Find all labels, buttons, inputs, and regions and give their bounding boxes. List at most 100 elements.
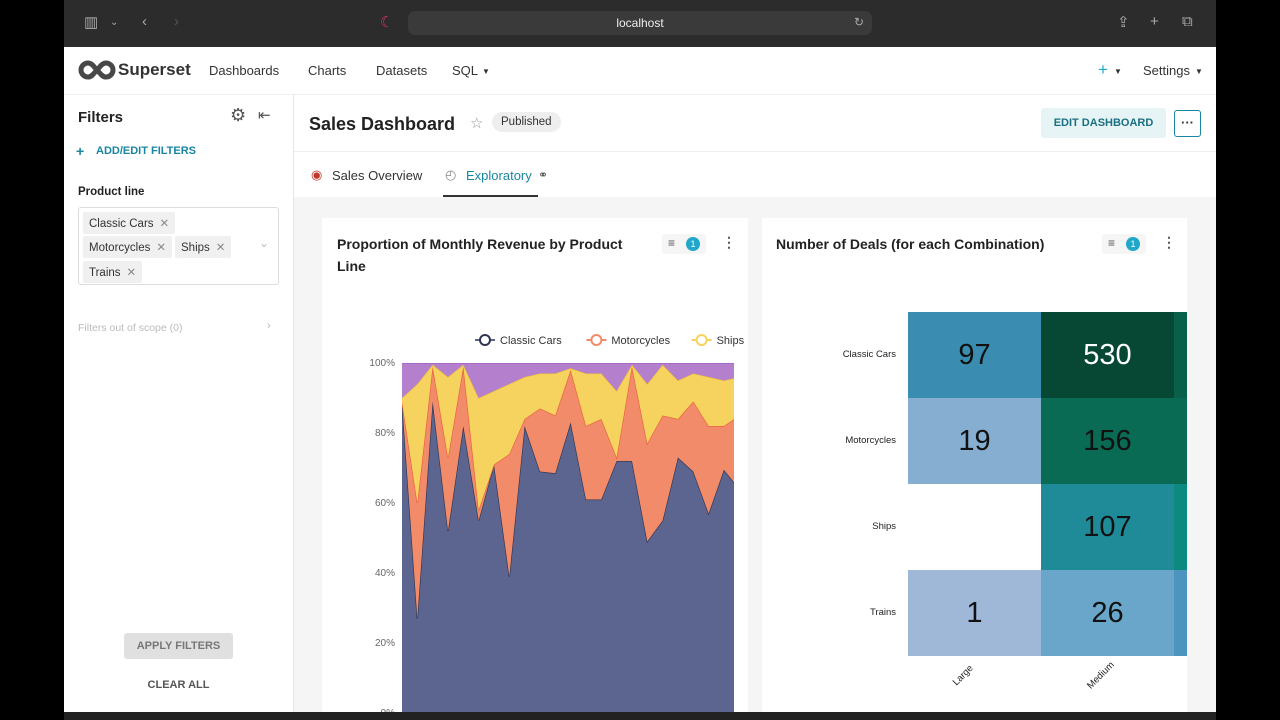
remove-icon[interactable]: ✕ — [215, 242, 226, 254]
target-icon: ◉ — [311, 167, 323, 182]
heatmap-row-label: Motorcycles — [845, 435, 896, 446]
y-tick-label: 60% — [375, 498, 395, 509]
sidebar-toggle-icon[interactable]: ▥ — [84, 14, 99, 31]
remove-icon[interactable]: ✕ — [126, 267, 137, 279]
nav-dashboards[interactable]: Dashboards — [209, 63, 280, 78]
chart-card-revenue: Proportion of Monthly Revenue by Product… — [322, 218, 748, 712]
heatmap-cell[interactable]: 34 — [1174, 312, 1187, 398]
caret-down-icon: ▼ — [1114, 67, 1122, 76]
edit-dashboard-button[interactable]: EDIT DASHBOARD — [1041, 108, 1166, 138]
window-bottom-edge — [64, 712, 1216, 720]
tag-label: Classic Cars — [89, 218, 154, 230]
filter-indicator[interactable]: ≡ 1 — [662, 234, 706, 254]
heatmap-cell[interactable]: 26 — [1041, 570, 1174, 656]
settings-menu[interactable]: Settings — [1143, 63, 1190, 78]
legend-label: Motorcycles — [611, 335, 670, 347]
tag-motorcycles: Motorcycles ✕ — [83, 236, 172, 258]
collapse-icon[interactable]: ⇤ — [258, 107, 271, 124]
heatmap-cell[interactable]: 15 — [1174, 398, 1187, 484]
chevron-right-icon[interactable]: › — [267, 320, 271, 332]
product-line-select[interactable]: Classic Cars ✕ Motorcycles ✕ Ships ✕ Trains… — [78, 207, 279, 285]
tag-classic-cars: Classic Cars ✕ — [83, 212, 176, 234]
heatmap-value: 26 — [1091, 596, 1124, 629]
tag-trains: Trains ✕ — [83, 261, 143, 283]
heatmap-cell[interactable]: 97 — [908, 312, 1041, 398]
superset-logo-icon[interactable] — [78, 59, 116, 81]
filters-out-of-scope[interactable]: Filters out of scope (0) — [78, 322, 183, 334]
filter-count-badge: 1 — [686, 237, 700, 251]
filter-count-badge: 1 — [1126, 237, 1140, 251]
tag-label: Motorcycles — [89, 242, 151, 254]
heatmap-cell[interactable]: 107 — [1041, 484, 1174, 570]
remove-icon[interactable]: ✕ — [156, 242, 166, 254]
filter-icon: ≡ — [1108, 236, 1116, 250]
filter-sidebar: Filters ⚙ ⇤ + ADD/EDIT FILTERS Product l… — [64, 95, 294, 712]
heatmap-row-label: Classic Cars — [842, 349, 896, 360]
star-icon[interactable]: ☆ — [470, 115, 484, 132]
nav-sql[interactable]: SQL — [452, 63, 479, 78]
legend-marker — [695, 334, 708, 346]
link-icon[interactable]: ⚭ — [538, 168, 549, 182]
tab-exploratory[interactable]: Exploratory — [466, 168, 532, 183]
active-tab-indicator — [443, 195, 538, 197]
top-nav: Superset Dashboards Charts Datasets SQL … — [64, 47, 1216, 95]
tag-label: Trains — [89, 267, 121, 279]
share-icon[interactable]: ⇪ — [1117, 14, 1130, 31]
dashboard-header: Sales Dashboard ☆ Published EDIT DASHBOA… — [294, 95, 1216, 152]
tag-label: Ships — [181, 242, 210, 254]
back-icon[interactable]: ‹ — [142, 13, 147, 30]
new-tab-icon[interactable]: + — [1150, 13, 1159, 30]
area-chart: 0%20%40%60%80%100%2003AprJulOct2004AprJu… — [369, 334, 745, 712]
nav-charts[interactable]: Charts — [308, 63, 347, 78]
filter-indicator[interactable]: ≡ 1 — [1102, 234, 1146, 254]
apply-filters-button[interactable]: APPLY FILTERS — [124, 633, 233, 659]
area-series-motorcycles — [402, 366, 734, 619]
tabs-overview-icon[interactable]: ⧉ — [1182, 13, 1193, 30]
moon-icon: ☾ — [380, 14, 394, 31]
superset-app: Superset Dashboards Charts Datasets SQL … — [64, 47, 1216, 712]
y-tick-label: 80% — [375, 428, 395, 439]
page-title: Sales Dashboard — [309, 114, 456, 134]
heatmap-cell[interactable]: 1 — [908, 570, 1041, 656]
heatmap: Classic Cars9753034Motorcycles1915615Shi… — [762, 218, 1187, 712]
chart-card-deals: Number of Deals (for each Combination) ≡… — [762, 218, 1187, 712]
tab-sales-overview[interactable]: Sales Overview — [332, 168, 423, 183]
heatmap-cell[interactable]: 530 — [1041, 312, 1174, 398]
status-badge: Published — [492, 112, 561, 132]
chart-menu-icon[interactable]: ⋮ — [1162, 234, 1176, 250]
more-options-button[interactable]: ··· — [1174, 110, 1201, 137]
heatmap-col-label: Large — [950, 663, 976, 688]
heatmap-cell[interactable] — [908, 484, 1041, 570]
heatmap-cell[interactable]: 12 — [1174, 484, 1187, 570]
heatmap-value: 530 — [1083, 338, 1132, 371]
reload-icon[interactable]: ↻ — [854, 15, 865, 29]
heatmap-cell[interactable]: 19 — [908, 398, 1041, 484]
heatmap-value: 156 — [1083, 424, 1132, 457]
chevron-down-icon[interactable]: ⌄ — [110, 17, 119, 28]
caret-down-icon: ▼ — [482, 67, 490, 76]
add-edit-filters-button[interactable]: ADD/EDIT FILTERS — [96, 145, 197, 157]
chart-title: Proportion of Monthly Revenue by Product… — [337, 236, 623, 274]
area-series-classic-cars — [402, 401, 734, 712]
area-series-ships — [402, 364, 734, 510]
heatmap-cell[interactable]: 156 — [1041, 398, 1174, 484]
plus-menu[interactable]: + — [1098, 60, 1108, 79]
heatmap-value: 19 — [958, 424, 991, 457]
nav-datasets[interactable]: Datasets — [376, 63, 428, 78]
chevron-down-icon[interactable]: ⌄ — [259, 236, 270, 250]
heatmap-row-label: Trains — [869, 607, 896, 618]
heatmap-value: 97 — [958, 338, 991, 371]
heatmap-col-label: Medium — [1084, 659, 1117, 692]
address-bar[interactable]: localhost — [408, 11, 872, 35]
forward-icon[interactable]: › — [174, 13, 179, 30]
brand-name[interactable]: Superset — [118, 60, 191, 79]
clear-all-button[interactable]: CLEAR ALL — [147, 679, 210, 691]
remove-icon[interactable]: ✕ — [159, 218, 170, 230]
gear-icon[interactable]: ⚙ — [230, 105, 247, 125]
plus-icon: + — [76, 143, 85, 159]
chart-menu-icon[interactable]: ⋮ — [722, 234, 736, 250]
compass-icon: ◴ — [445, 167, 457, 182]
y-tick-label: 100% — [369, 358, 395, 369]
heatmap-cell[interactable]: 5 — [1174, 570, 1187, 656]
heatmap-value: 107 — [1083, 510, 1132, 543]
